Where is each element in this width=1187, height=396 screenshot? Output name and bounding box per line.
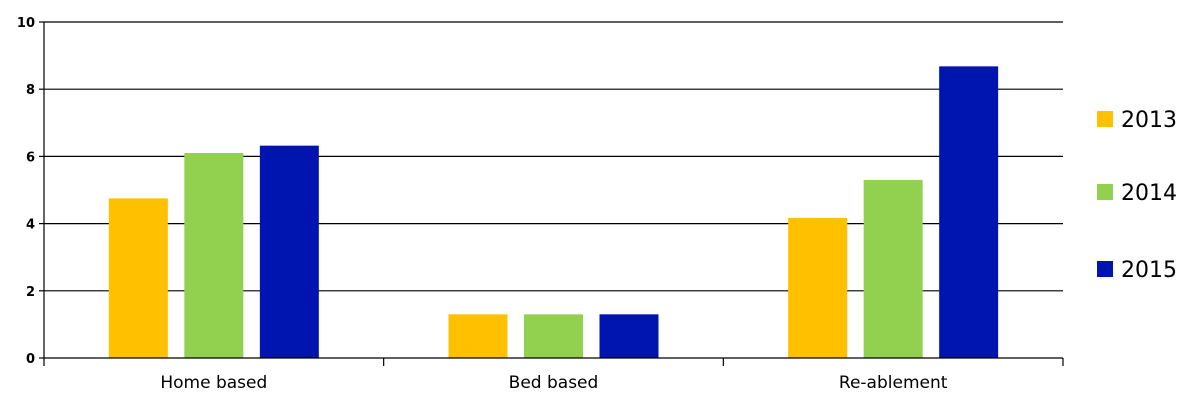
- x-category-label: Bed based: [509, 373, 599, 393]
- legend-label-2015: 2015: [1121, 258, 1177, 283]
- y-tick-label: 6: [26, 150, 35, 165]
- bar-2015-bed-based: [599, 314, 659, 358]
- y-tick-label: 10: [17, 16, 35, 31]
- y-tick-label: 2: [26, 285, 35, 300]
- bar-2015-re-ablement: [939, 66, 999, 359]
- legend-swatch-2015: [1097, 261, 1113, 277]
- legend: 2013 2014 2015: [1097, 108, 1177, 283]
- legend-swatch-2014: [1097, 184, 1113, 200]
- axes: [39, 21, 1064, 366]
- y-tick-label: 8: [26, 83, 35, 98]
- bars: [108, 66, 999, 359]
- x-category-labels: Home based Bed based Re-ablement: [160, 373, 947, 393]
- y-tick-label: 0: [26, 352, 35, 367]
- legend-swatch-2013: [1097, 111, 1113, 127]
- bar-2015-home-based: [259, 145, 319, 358]
- bar-2014-bed-based: [524, 314, 583, 358]
- legend-label-2014: 2014: [1121, 181, 1177, 206]
- y-tick-label: 4: [26, 218, 35, 233]
- legend-label-2013: 2013: [1121, 108, 1177, 133]
- x-category-label: Re-ablement: [839, 373, 948, 393]
- bar-2013-home-based: [108, 198, 168, 358]
- bar-2013-re-ablement: [788, 217, 848, 358]
- bar-2014-re-ablement: [863, 179, 923, 358]
- y-tick-labels: 0 2 4 6 8 10: [17, 16, 35, 367]
- bar-2013-bed-based: [448, 314, 508, 358]
- bar-2014-home-based: [184, 153, 244, 358]
- x-category-label: Home based: [160, 373, 267, 393]
